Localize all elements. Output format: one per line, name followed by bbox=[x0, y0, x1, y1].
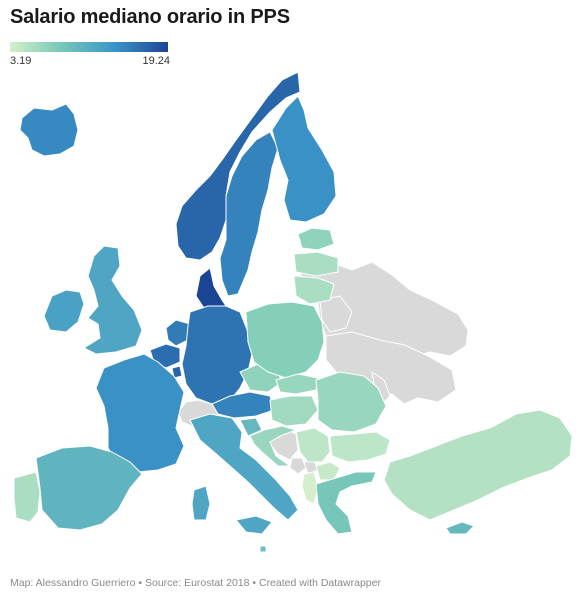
country-iceland[interactable] bbox=[19, 103, 79, 157]
legend-max-label: 19.24 bbox=[142, 55, 170, 67]
country-malta[interactable] bbox=[259, 545, 267, 553]
country-portugal[interactable] bbox=[13, 471, 41, 523]
country-belarus[interactable] bbox=[319, 295, 353, 333]
country-estonia[interactable] bbox=[297, 227, 335, 251]
country-bulgaria[interactable] bbox=[329, 431, 391, 463]
country-albania[interactable] bbox=[301, 471, 319, 505]
country-sweden[interactable] bbox=[219, 131, 279, 297]
map-title: Salario mediano orario in PPS bbox=[10, 6, 290, 28]
country-greece[interactable] bbox=[315, 471, 377, 535]
color-legend: 3.19 19.24 bbox=[10, 42, 170, 67]
legend-min-label: 3.19 bbox=[10, 55, 32, 67]
country-croatia[interactable] bbox=[249, 425, 297, 467]
country-germany[interactable] bbox=[181, 305, 253, 405]
country-turkey[interactable] bbox=[383, 409, 573, 521]
country-italy-sicily[interactable] bbox=[235, 515, 273, 535]
country-serbia[interactable] bbox=[295, 427, 331, 463]
country-latvia[interactable] bbox=[293, 251, 339, 277]
country-spain[interactable] bbox=[35, 445, 143, 531]
country-lithuania[interactable] bbox=[293, 275, 335, 305]
country-uk[interactable] bbox=[83, 245, 143, 355]
country-italy-sardinia[interactable] bbox=[191, 485, 211, 521]
country-cyprus[interactable] bbox=[445, 521, 475, 535]
country-finland[interactable] bbox=[271, 95, 337, 223]
country-norway[interactable] bbox=[175, 71, 301, 261]
country-poland[interactable] bbox=[245, 301, 325, 379]
country-france[interactable] bbox=[95, 353, 185, 473]
country-romania[interactable] bbox=[315, 371, 387, 433]
country-slovakia[interactable] bbox=[275, 373, 319, 395]
country-ireland[interactable] bbox=[43, 289, 85, 333]
legend-gradient-bar bbox=[10, 42, 168, 52]
country-north-macedonia[interactable] bbox=[315, 461, 341, 481]
country-hungary[interactable] bbox=[269, 395, 319, 427]
country-italy[interactable] bbox=[189, 413, 299, 521]
country-slovenia[interactable] bbox=[239, 417, 263, 437]
country-luxembourg[interactable] bbox=[171, 365, 183, 379]
country-montenegro[interactable] bbox=[289, 457, 307, 475]
map-footer: Map: Alessandro Guerriero • Source: Euro… bbox=[10, 577, 381, 589]
